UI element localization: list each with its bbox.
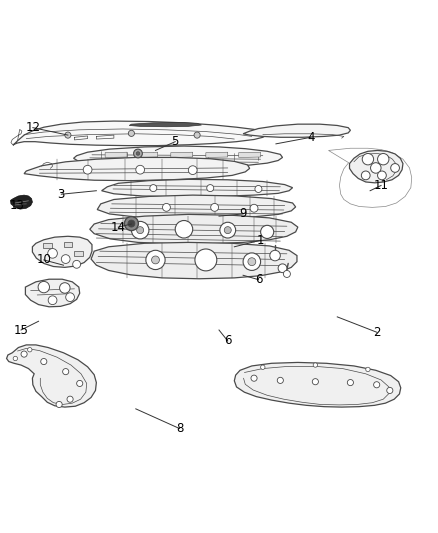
Circle shape bbox=[136, 165, 145, 174]
Circle shape bbox=[207, 184, 214, 191]
Circle shape bbox=[195, 249, 217, 271]
Circle shape bbox=[374, 382, 380, 388]
Circle shape bbox=[211, 204, 219, 211]
Circle shape bbox=[261, 225, 274, 238]
Circle shape bbox=[261, 365, 265, 369]
Circle shape bbox=[134, 149, 142, 158]
Circle shape bbox=[312, 378, 318, 385]
Circle shape bbox=[243, 253, 261, 270]
Circle shape bbox=[65, 132, 71, 138]
Circle shape bbox=[146, 251, 165, 270]
Text: 4: 4 bbox=[307, 131, 315, 144]
Polygon shape bbox=[350, 150, 403, 183]
Circle shape bbox=[73, 260, 81, 268]
Circle shape bbox=[255, 185, 262, 192]
Text: 14: 14 bbox=[111, 221, 126, 233]
Circle shape bbox=[378, 154, 389, 165]
Text: 10: 10 bbox=[36, 253, 51, 266]
Text: 8: 8 bbox=[176, 422, 183, 435]
Polygon shape bbox=[32, 236, 92, 268]
Circle shape bbox=[378, 171, 386, 180]
Circle shape bbox=[313, 363, 318, 367]
Polygon shape bbox=[90, 214, 298, 244]
Circle shape bbox=[150, 184, 157, 191]
Polygon shape bbox=[234, 362, 401, 407]
Circle shape bbox=[175, 221, 193, 238]
Circle shape bbox=[188, 166, 197, 174]
Text: 6: 6 bbox=[254, 273, 262, 286]
Text: 15: 15 bbox=[14, 324, 28, 336]
Polygon shape bbox=[24, 157, 250, 181]
Text: 2: 2 bbox=[373, 326, 381, 338]
Circle shape bbox=[83, 165, 92, 174]
Circle shape bbox=[38, 281, 49, 293]
Circle shape bbox=[61, 255, 70, 263]
Polygon shape bbox=[206, 152, 228, 157]
Circle shape bbox=[77, 381, 83, 386]
Circle shape bbox=[124, 216, 138, 231]
Polygon shape bbox=[91, 243, 297, 279]
Text: 3: 3 bbox=[58, 188, 65, 201]
Circle shape bbox=[248, 258, 256, 265]
Circle shape bbox=[277, 377, 283, 383]
Polygon shape bbox=[64, 243, 72, 247]
Circle shape bbox=[131, 221, 149, 239]
Polygon shape bbox=[102, 179, 293, 197]
Polygon shape bbox=[105, 152, 127, 157]
Circle shape bbox=[194, 132, 200, 138]
Text: 1: 1 bbox=[257, 233, 265, 247]
Text: 12: 12 bbox=[25, 121, 40, 134]
Circle shape bbox=[41, 359, 47, 365]
Circle shape bbox=[366, 367, 370, 372]
Polygon shape bbox=[11, 195, 32, 209]
Circle shape bbox=[270, 251, 280, 261]
Circle shape bbox=[362, 154, 374, 165]
Circle shape bbox=[66, 293, 74, 302]
Polygon shape bbox=[74, 146, 283, 167]
Circle shape bbox=[56, 401, 62, 408]
Circle shape bbox=[278, 264, 287, 273]
Polygon shape bbox=[25, 279, 80, 307]
Circle shape bbox=[152, 256, 159, 264]
Circle shape bbox=[371, 163, 381, 173]
Polygon shape bbox=[74, 251, 83, 256]
Circle shape bbox=[251, 375, 257, 381]
Circle shape bbox=[250, 204, 258, 212]
Circle shape bbox=[137, 227, 144, 233]
Circle shape bbox=[63, 368, 69, 375]
Circle shape bbox=[21, 351, 27, 357]
Circle shape bbox=[28, 348, 32, 352]
Circle shape bbox=[361, 171, 370, 180]
Polygon shape bbox=[243, 124, 350, 138]
Polygon shape bbox=[13, 121, 267, 146]
Polygon shape bbox=[129, 123, 201, 127]
Circle shape bbox=[283, 270, 290, 278]
Circle shape bbox=[347, 379, 353, 386]
Text: 5: 5 bbox=[172, 135, 179, 148]
Polygon shape bbox=[97, 195, 296, 219]
Circle shape bbox=[162, 204, 170, 211]
Circle shape bbox=[67, 396, 73, 402]
Circle shape bbox=[13, 356, 18, 361]
Polygon shape bbox=[239, 152, 261, 157]
Circle shape bbox=[387, 387, 393, 393]
Text: 11: 11 bbox=[374, 179, 389, 192]
Text: 13: 13 bbox=[10, 199, 25, 212]
Circle shape bbox=[48, 248, 57, 258]
Circle shape bbox=[220, 222, 236, 238]
Polygon shape bbox=[171, 152, 193, 157]
Circle shape bbox=[48, 296, 57, 304]
Circle shape bbox=[136, 152, 140, 155]
Text: 6: 6 bbox=[224, 335, 232, 348]
Circle shape bbox=[128, 220, 135, 227]
Circle shape bbox=[128, 130, 134, 136]
Polygon shape bbox=[7, 345, 96, 407]
Circle shape bbox=[391, 164, 399, 172]
Polygon shape bbox=[136, 152, 158, 157]
Text: 9: 9 bbox=[239, 207, 247, 221]
Circle shape bbox=[60, 282, 70, 293]
Polygon shape bbox=[43, 243, 52, 248]
Circle shape bbox=[224, 227, 231, 233]
